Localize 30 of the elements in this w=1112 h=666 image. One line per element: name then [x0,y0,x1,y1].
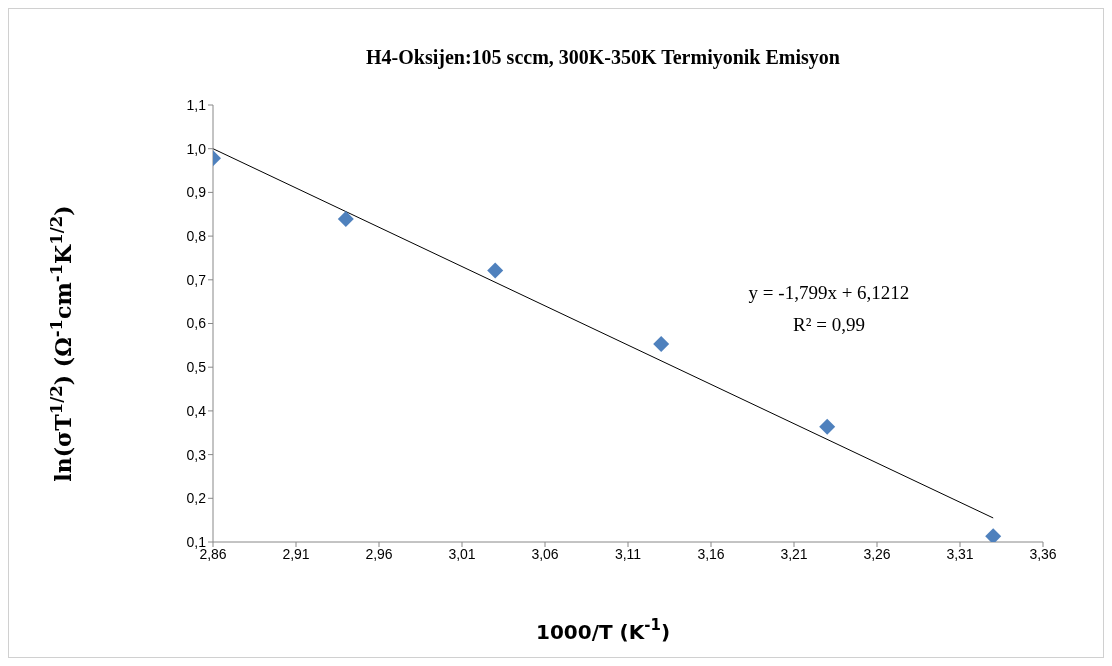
x-axis-title: 1000/T (K$^{-1}$) [535,616,671,644]
annotation: R² = 0,99 [793,314,865,335]
x-tick-label: 2,91 [282,545,310,562]
point [985,528,1002,542]
x-tick-label: 2,96 [365,545,393,562]
point [653,336,670,353]
chart-title: H4-Oksijen:105 sccm, 300K-350K Termiyonik Emisyon [366,46,840,69]
y-tick-label: 0,4 [186,402,207,419]
point [819,418,836,435]
y-tick-label: 0,1 [186,533,207,550]
point [487,262,504,279]
point [337,211,354,228]
y-tick-label: 0,8 [186,228,207,245]
y-tick-label: 0,6 [186,315,207,332]
x-tick-label: 3,01 [448,545,476,562]
x-tick-label: 3,31 [946,545,974,562]
x-tick-label: 3,11 [614,545,642,562]
y-tick-label: 0,5 [186,359,207,376]
y-tick-label: 0,7 [186,271,207,288]
y-tick-label: 0,9 [186,184,207,201]
x-tick-label: 3,36 [1029,545,1057,562]
y-tick-label: 1,1 [186,96,207,113]
y-tick-label: 0,2 [186,490,207,507]
x-tick-label: 3,21 [780,545,808,562]
x-tick-label: 3,26 [863,545,891,562]
annotation: y = -1,799x + 6,1212 [748,282,910,303]
x-tick-label: 3,16 [697,545,725,562]
y-tick-label: 1,0 [186,140,207,157]
x-tick-label: 3,06 [531,545,559,562]
y-tick-label: 0,3 [186,446,207,463]
